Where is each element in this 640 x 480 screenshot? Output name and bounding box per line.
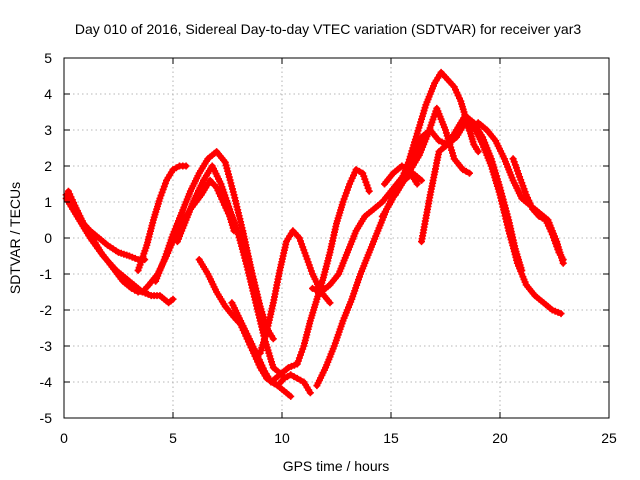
- data-point: [306, 389, 314, 397]
- x-tick-label: 0: [60, 430, 68, 446]
- series-arc-3: [64, 176, 238, 296]
- data-point: [465, 169, 473, 177]
- series-arc-8: [228, 299, 314, 397]
- axis-ticks: 0 5 10 15 20 25 -5 -4 -3 -2 -1 0 1 2 3 4 5: [40, 50, 617, 446]
- data-point: [518, 266, 526, 274]
- y-tick-label: -1: [40, 266, 53, 282]
- y-axis-label: SDTVAR / TECUs: [7, 182, 23, 294]
- y-tick-label: 3: [44, 122, 52, 138]
- series-arc-16: [418, 112, 526, 274]
- y-tick-label: 4: [44, 86, 52, 102]
- y-tick-label: 1: [44, 194, 52, 210]
- series-arc-10: [267, 166, 373, 386]
- data-point: [474, 148, 482, 156]
- x-axis-label: GPS time / hours: [283, 458, 390, 474]
- grid: [64, 58, 609, 418]
- series-arc-9: [256, 227, 334, 357]
- data-point: [557, 310, 565, 318]
- data-point: [559, 256, 567, 264]
- series-arc-4: [134, 162, 190, 274]
- data-point: [413, 180, 421, 188]
- data-point: [182, 162, 190, 170]
- chart-title: Day 010 of 2016, Sidereal Day-to-day VTE…: [75, 21, 581, 37]
- data-point: [169, 295, 177, 303]
- data-point: [269, 335, 277, 343]
- x-tick-label: 5: [169, 430, 177, 446]
- data-point: [365, 187, 373, 195]
- y-tick-label: 5: [44, 50, 52, 66]
- x-tick-label: 25: [601, 430, 617, 446]
- y-tick-label: 2: [44, 158, 52, 174]
- series-arc-5: [152, 148, 277, 343]
- y-tick-label: -2: [40, 302, 53, 318]
- x-tick-label: 15: [383, 430, 399, 446]
- series-arc-18: [509, 155, 567, 264]
- y-tick-label: 0: [44, 230, 52, 246]
- x-tick-label: 20: [492, 430, 508, 446]
- data-series: [62, 68, 567, 400]
- y-tick-label: -5: [40, 410, 53, 426]
- data-point: [326, 299, 334, 307]
- data-point: [418, 176, 426, 184]
- x-tick-label: 10: [274, 430, 290, 446]
- data-point: [287, 392, 295, 400]
- y-tick-label: -3: [40, 338, 53, 354]
- y-tick-label: -4: [40, 374, 53, 390]
